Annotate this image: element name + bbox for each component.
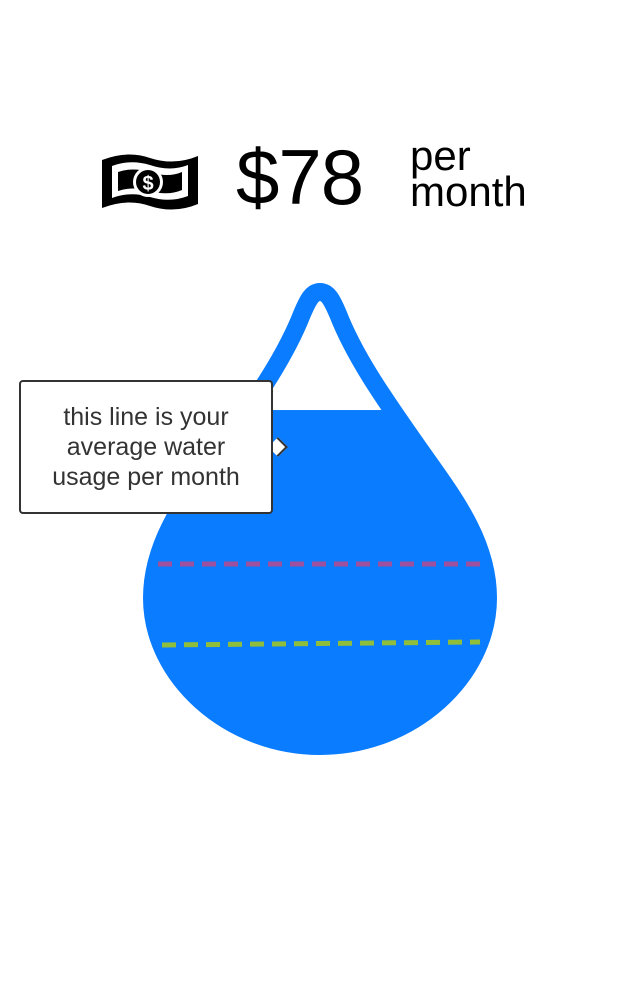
money-bill-icon: $ [98,148,202,214]
svg-text:$: $ [142,173,153,195]
tooltip-text: this line is your average water usage pe… [52,403,240,491]
cost-header: $ $78 per month [0,120,639,240]
average-line-tooltip: this line is your average water usage pe… [19,380,273,514]
cost-unit-per: per [410,132,471,179]
water-drop-icon [140,280,500,760]
monthly-cost-amount: $78 [236,133,364,221]
cost-unit: per month [410,132,527,215]
cost-unit-month: month [410,168,527,215]
usage-line-average [161,639,481,648]
